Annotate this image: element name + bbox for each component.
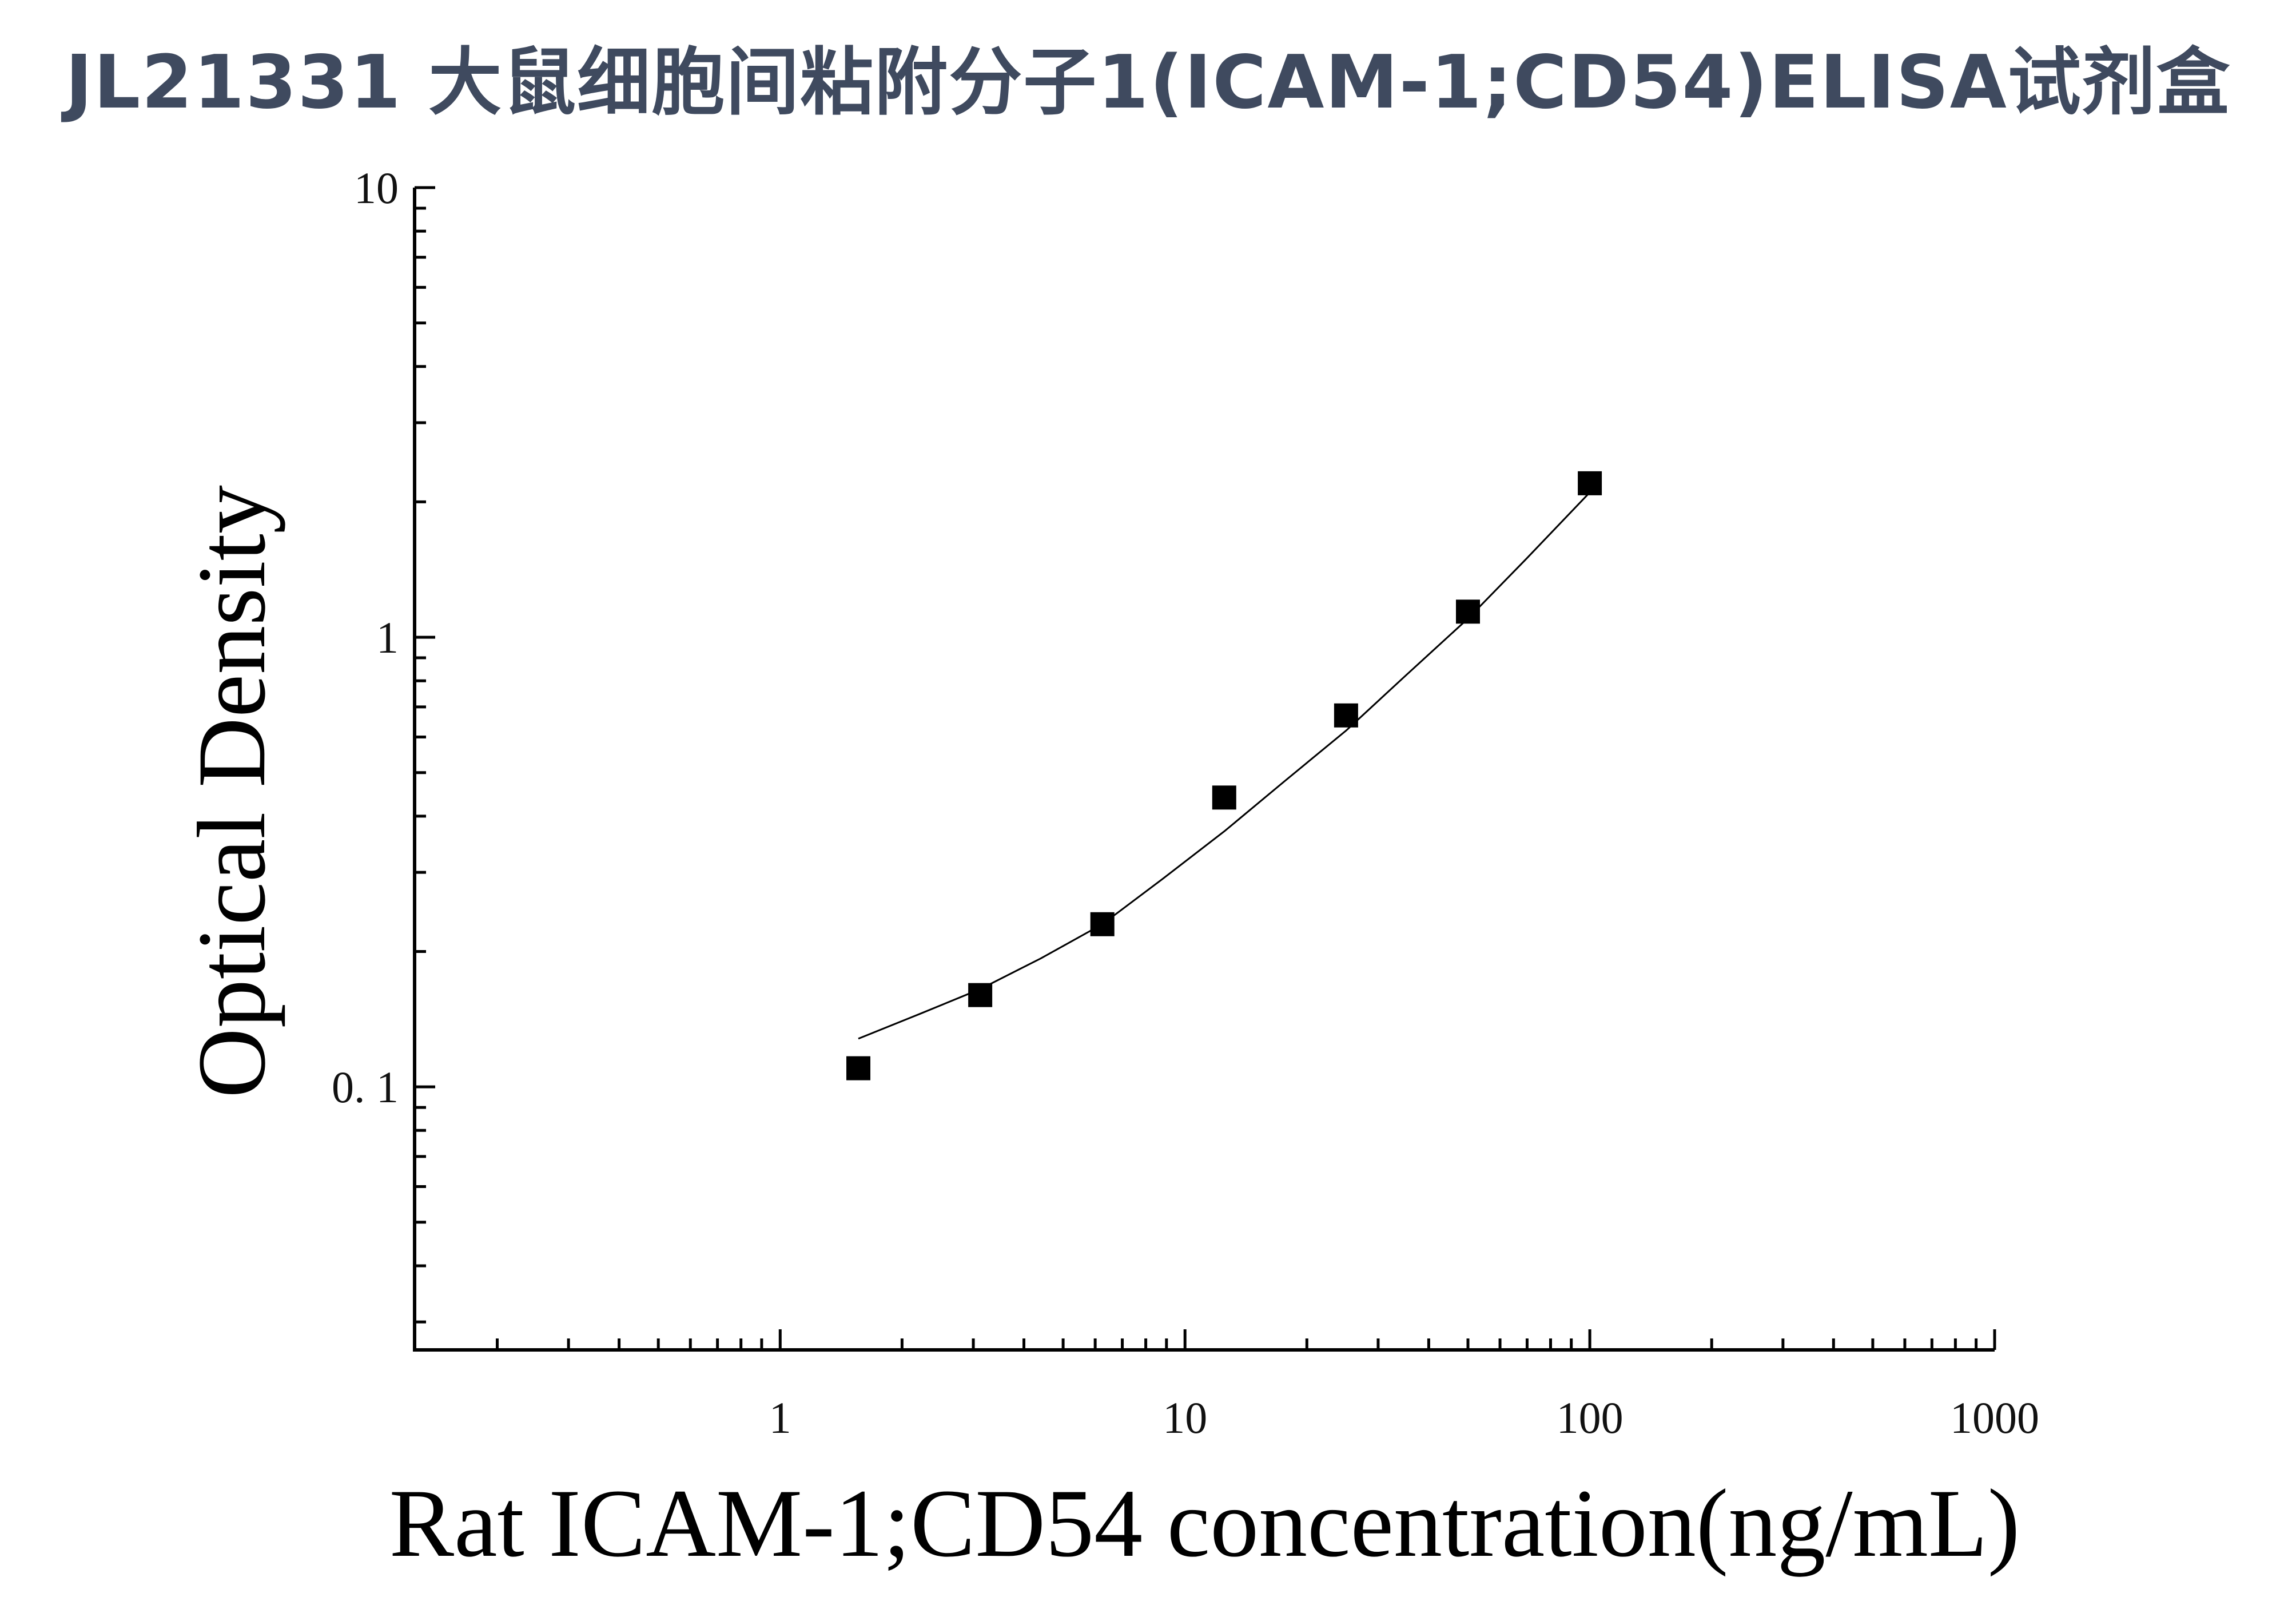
data-point — [1578, 471, 1602, 495]
y-tick-label: 1 — [376, 613, 399, 662]
data-points — [846, 471, 1602, 1080]
x-tick-label: 1 — [769, 1393, 791, 1443]
data-point — [846, 1056, 871, 1080]
x-tick-label: 1000 — [1950, 1393, 2039, 1443]
x-tick-label: 100 — [1557, 1393, 1623, 1443]
y-axis-ticks: 0. 1 1 10 — [332, 163, 435, 1324]
data-point — [1090, 912, 1115, 936]
data-point — [1334, 703, 1358, 728]
x-axis-title: Rat ICAM-1;CD54 concentration(ng/mL) — [389, 1469, 2020, 1577]
y-tick-label: 10 — [354, 163, 399, 213]
data-point — [968, 983, 993, 1007]
data-point — [1456, 599, 1480, 624]
fit-curve — [858, 491, 1591, 1040]
page-title: JL21331 大鼠细胞间粘附分子1(ICAM-1;CD54)ELISA试剂盒 — [65, 40, 2231, 125]
y-axis-title: Optical Density — [178, 485, 285, 1098]
data-point — [1212, 785, 1236, 810]
y-tick-label: 0. 1 — [332, 1062, 399, 1112]
x-axis-ticks: 1 10 100 1000 — [495, 1329, 2039, 1443]
x-tick-label: 10 — [1163, 1393, 1207, 1443]
